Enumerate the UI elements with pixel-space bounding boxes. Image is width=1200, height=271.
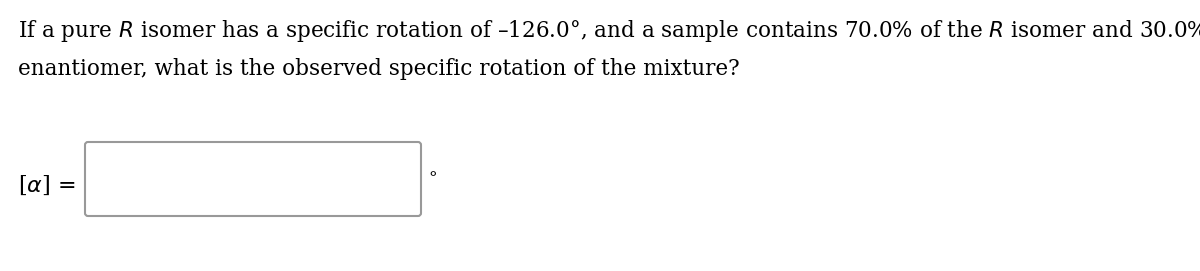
- Text: enantiomer, what is the observed specific rotation of the mixture?: enantiomer, what is the observed specifi…: [18, 58, 739, 80]
- Text: [$\alpha$] =: [$\alpha$] =: [18, 173, 76, 197]
- FancyBboxPatch shape: [85, 142, 421, 216]
- Text: If a pure $\mathit{R}$ isomer has a specific rotation of –126.0°, and a sample c: If a pure $\mathit{R}$ isomer has a spec…: [18, 18, 1200, 44]
- Text: °: °: [428, 170, 437, 188]
